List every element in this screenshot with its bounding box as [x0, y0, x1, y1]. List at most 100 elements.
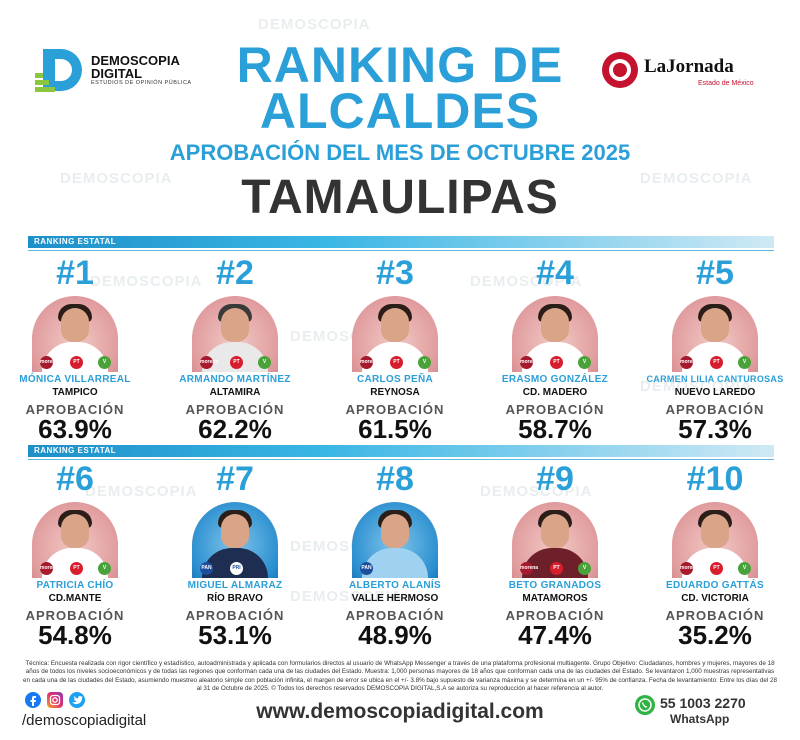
approval-value: 63.9%: [38, 414, 112, 444]
rank-number: #4: [536, 254, 574, 292]
whatsapp-icon[interactable]: [635, 695, 655, 715]
morena-badge: morena: [360, 356, 378, 369]
watermark: DEMOSCOPIA: [640, 170, 753, 187]
approval-value: 47.4%: [518, 620, 592, 650]
pan-badge: PAN: [360, 562, 373, 575]
la-jornada-sub: Estado de México: [698, 80, 754, 87]
mayor-city: CD. VICTORIA: [681, 593, 749, 604]
mayor-card[interactable]: #6 morena PT V PATRICIA CHÍO CD.MANTE APRO…: [0, 462, 150, 652]
divider: [28, 250, 774, 251]
rank-number: #1: [56, 254, 94, 292]
watermark: DEMOSCOPIA: [90, 273, 203, 290]
brand-name-line1: DEMOSCOPIA: [91, 53, 180, 68]
approval-value: 58.7%: [518, 414, 592, 444]
approval-label: APROBACIÓN: [505, 608, 605, 623]
approval-label: APROBACIÓN: [665, 608, 765, 623]
state-name: TAMAULIPAS: [241, 171, 559, 224]
approval-value: 48.9%: [358, 620, 432, 650]
mayor-card[interactable]: #2 morena PT V ARMANDO MARTÍNEZ ALTAMIRA A…: [160, 256, 310, 446]
pt-badge: PT: [230, 356, 243, 369]
whatsapp-label: WhatsApp: [670, 712, 730, 726]
watermark: DEMOSCOPIA: [85, 483, 198, 500]
rank-number: #2: [216, 254, 254, 292]
mayor-card[interactable]: #8 PAN ALBERTO ALANÍS VALLE HERMOSO APRO…: [320, 462, 470, 652]
facebook-icon[interactable]: [25, 692, 41, 708]
mayor-city: VALLE HERMOSO: [351, 593, 439, 604]
morena-badge: morena: [40, 562, 58, 575]
approval-value: 61.5%: [358, 414, 432, 444]
morena-badge: morena: [680, 562, 698, 575]
pt-badge: PT: [390, 356, 403, 369]
website-link[interactable]: www.demoscopiadigital.com: [256, 700, 544, 723]
section-bar: RANKING ESTATAL: [28, 236, 774, 251]
mayor-photo: morena PT V: [512, 502, 598, 578]
mayor-city: REYNOSA: [370, 387, 420, 398]
watermark: DEMOSCOPIA: [60, 170, 173, 187]
instagram-icon[interactable]: [47, 692, 63, 708]
mayor-city: NUEVO LAREDO: [674, 387, 756, 398]
mayor-photo: morena PT V: [672, 296, 758, 372]
mayor-name: MIGUEL ALMARAZ: [187, 580, 283, 591]
mayor-card[interactable]: #5 morena PT V CARMEN LILIA CANTUROSAS NUE…: [640, 256, 790, 446]
rank-number: #9: [536, 460, 574, 498]
pt-badge: PT: [550, 356, 563, 369]
pri-badge: PRI: [230, 562, 243, 575]
mayor-card[interactable]: #9 morena PT V BETO GRANADOS MATAMOROS APR…: [480, 462, 630, 652]
mayor-card[interactable]: #7 PAN PRI MIGUEL ALMARAZ RÍO BRAVO APROB…: [160, 462, 310, 652]
mayor-name: MÓNICA VILLARREAL: [19, 374, 131, 385]
social-handle[interactable]: /demoscopiadigital: [22, 712, 147, 729]
phone-number[interactable]: 55 1003 2270: [660, 695, 746, 711]
section-bar-fill: [28, 236, 774, 248]
approval-label: APROBACIÓN: [185, 608, 285, 623]
divider: [28, 459, 774, 460]
rank-number: #3: [376, 254, 414, 292]
section-bar: RANKING ESTATAL: [28, 445, 774, 460]
pt-badge: PT: [550, 562, 563, 575]
brand-name-line2: DIGITAL: [91, 66, 143, 81]
mayor-city: MATAMOROS: [522, 593, 588, 604]
approval-label: APROBACIÓN: [505, 402, 605, 417]
verde-badge: V: [578, 562, 591, 575]
morena-badge: morena: [40, 356, 58, 369]
mayor-name: PATRICIA CHÍO: [36, 580, 114, 591]
mayor-card[interactable]: #1 morena PT V MÓNICA VILLARREAL TAMPICO A…: [0, 256, 150, 446]
twitter-icon[interactable]: [69, 692, 85, 708]
mayor-name: ALBERTO ALANÍS: [349, 580, 441, 591]
approval-label: APROBACIÓN: [25, 608, 125, 623]
rank-number: #7: [216, 460, 254, 498]
la-jornada-logo[interactable]: LaJornada Estado de México: [600, 50, 765, 90]
mayor-card[interactable]: #4 morena PT V ERASMO GONZÁLEZ CD. MADERO …: [480, 256, 630, 446]
approval-value: 54.8%: [38, 620, 112, 650]
mayor-photo: PAN PRI: [192, 502, 278, 578]
approval-label: APROBACIÓN: [185, 402, 285, 417]
morena-badge: morena: [680, 356, 698, 369]
watermark: DEMOSCOPIA: [640, 378, 753, 395]
rank-number: #10: [686, 460, 744, 498]
mayor-name: BETO GRANADOS: [508, 580, 602, 591]
mayor-name: CARMEN LILIA CANTUROSAS: [646, 374, 784, 384]
demoscopia-d-icon: [35, 49, 82, 92]
demoscopia-logo[interactable]: DEMOSCOPIA DIGITAL ESTUDIOS DE OPINIÓN P…: [35, 45, 195, 95]
approval-label: APROBACIÓN: [25, 402, 125, 417]
mayor-card[interactable]: #10 morena PT V EDUARDO GATTÁS CD. VICTORI…: [640, 462, 790, 652]
mayor-city: TAMPICO: [52, 387, 98, 398]
approval-label: APROBACIÓN: [665, 402, 765, 417]
morena-badge: morena: [200, 356, 218, 369]
mayor-photo: morena PT V: [352, 296, 438, 372]
page-title-line1: RANKING DE: [236, 37, 564, 93]
morena-badge: morena: [520, 562, 538, 575]
brand-tagline: ESTUDIOS DE OPINIÓN PÚBLICA: [91, 80, 192, 86]
mayor-name: ARMANDO MARTÍNEZ: [179, 374, 291, 385]
mayor-card[interactable]: #3 morena PT V CARLOS PEÑA REYNOSA APROBAC…: [320, 256, 470, 446]
mayor-photo: morena PT V: [192, 296, 278, 372]
mayor-photo: morena PT V: [512, 296, 598, 372]
page-title-line2: ALCALDES: [259, 83, 541, 139]
mayor-city: RÍO BRAVO: [207, 593, 263, 604]
approval-label: APROBACIÓN: [345, 608, 445, 623]
watermark: DEMOSCOPIA: [258, 16, 371, 33]
verde-badge: V: [98, 356, 111, 369]
sun-seal-icon: [602, 52, 638, 88]
rank-number: #6: [56, 460, 94, 498]
approval-label: APROBACIÓN: [345, 402, 445, 417]
mayor-photo: morena PT V: [32, 502, 118, 578]
